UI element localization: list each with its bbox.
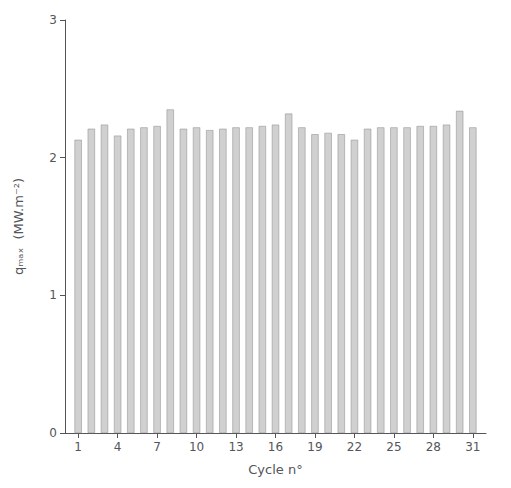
svg-text:13: 13: [228, 440, 243, 454]
svg-text:22: 22: [347, 440, 362, 454]
svg-text:28: 28: [426, 440, 441, 454]
svg-text:4: 4: [114, 440, 122, 454]
svg-text:7: 7: [153, 440, 161, 454]
svg-text:19: 19: [307, 440, 322, 454]
svg-text:0: 0: [49, 426, 57, 440]
svg-text:qₘₐₓ (MW.m⁻²): qₘₐₓ (MW.m⁻²): [11, 178, 26, 275]
svg-text:1: 1: [74, 440, 82, 454]
svg-text:2: 2: [49, 151, 57, 165]
svg-text:3: 3: [49, 13, 57, 27]
svg-text:16: 16: [268, 440, 283, 454]
svg-text:31: 31: [465, 440, 480, 454]
svg-text:10: 10: [189, 440, 204, 454]
svg-text:25: 25: [386, 440, 401, 454]
svg-text:Cycle n°: Cycle n°: [248, 462, 302, 477]
svg-text:1: 1: [49, 288, 57, 302]
